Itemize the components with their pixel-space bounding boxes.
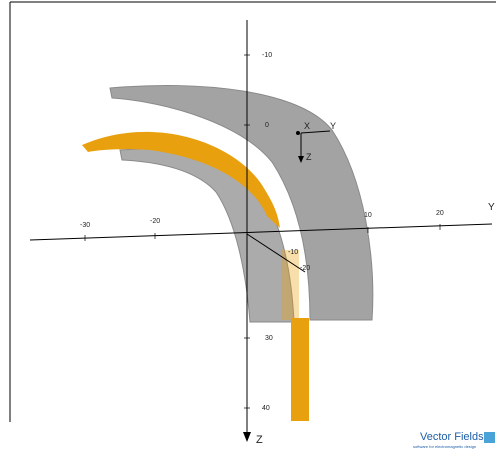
page: -10 0 30 40 -30 -20 10 20 -10 -20 Z Y X … (0, 0, 496, 450)
logo-tagline: software for electromagnetic design (413, 444, 476, 449)
vertical-tick-label: 0 (265, 122, 269, 129)
vertical-tick-label: 40 (262, 405, 270, 412)
logo-name: Vector Fields (420, 431, 484, 443)
depth-tick-label: -10 (288, 249, 298, 256)
horizontal-tick-label: -30 (80, 222, 90, 229)
horizontal-tick-label: 20 (436, 210, 444, 217)
horizontal-axis-label: Y (488, 202, 495, 213)
triad-z-label: Z (306, 152, 312, 162)
vertical-tick-label: 30 (265, 335, 273, 342)
triad-x-label: X (304, 121, 310, 131)
triad-origin (296, 131, 300, 135)
horizontal-tick-label: 10 (364, 212, 372, 219)
vertical-arrow (243, 432, 251, 442)
conductor-lead (291, 318, 309, 421)
vertical-axis-label: Z (256, 434, 263, 446)
triad-y-label: Y (330, 121, 336, 131)
conductor-hidden (281, 250, 299, 320)
viewport: -10 0 30 40 -30 -20 10 20 -10 -20 Z Y X … (0, 0, 496, 450)
vertical-tick-label: -10 (262, 52, 272, 59)
horizontal-tick-label: -20 (150, 218, 160, 225)
logo-icon (484, 432, 495, 443)
depth-tick-label: -20 (300, 265, 310, 272)
